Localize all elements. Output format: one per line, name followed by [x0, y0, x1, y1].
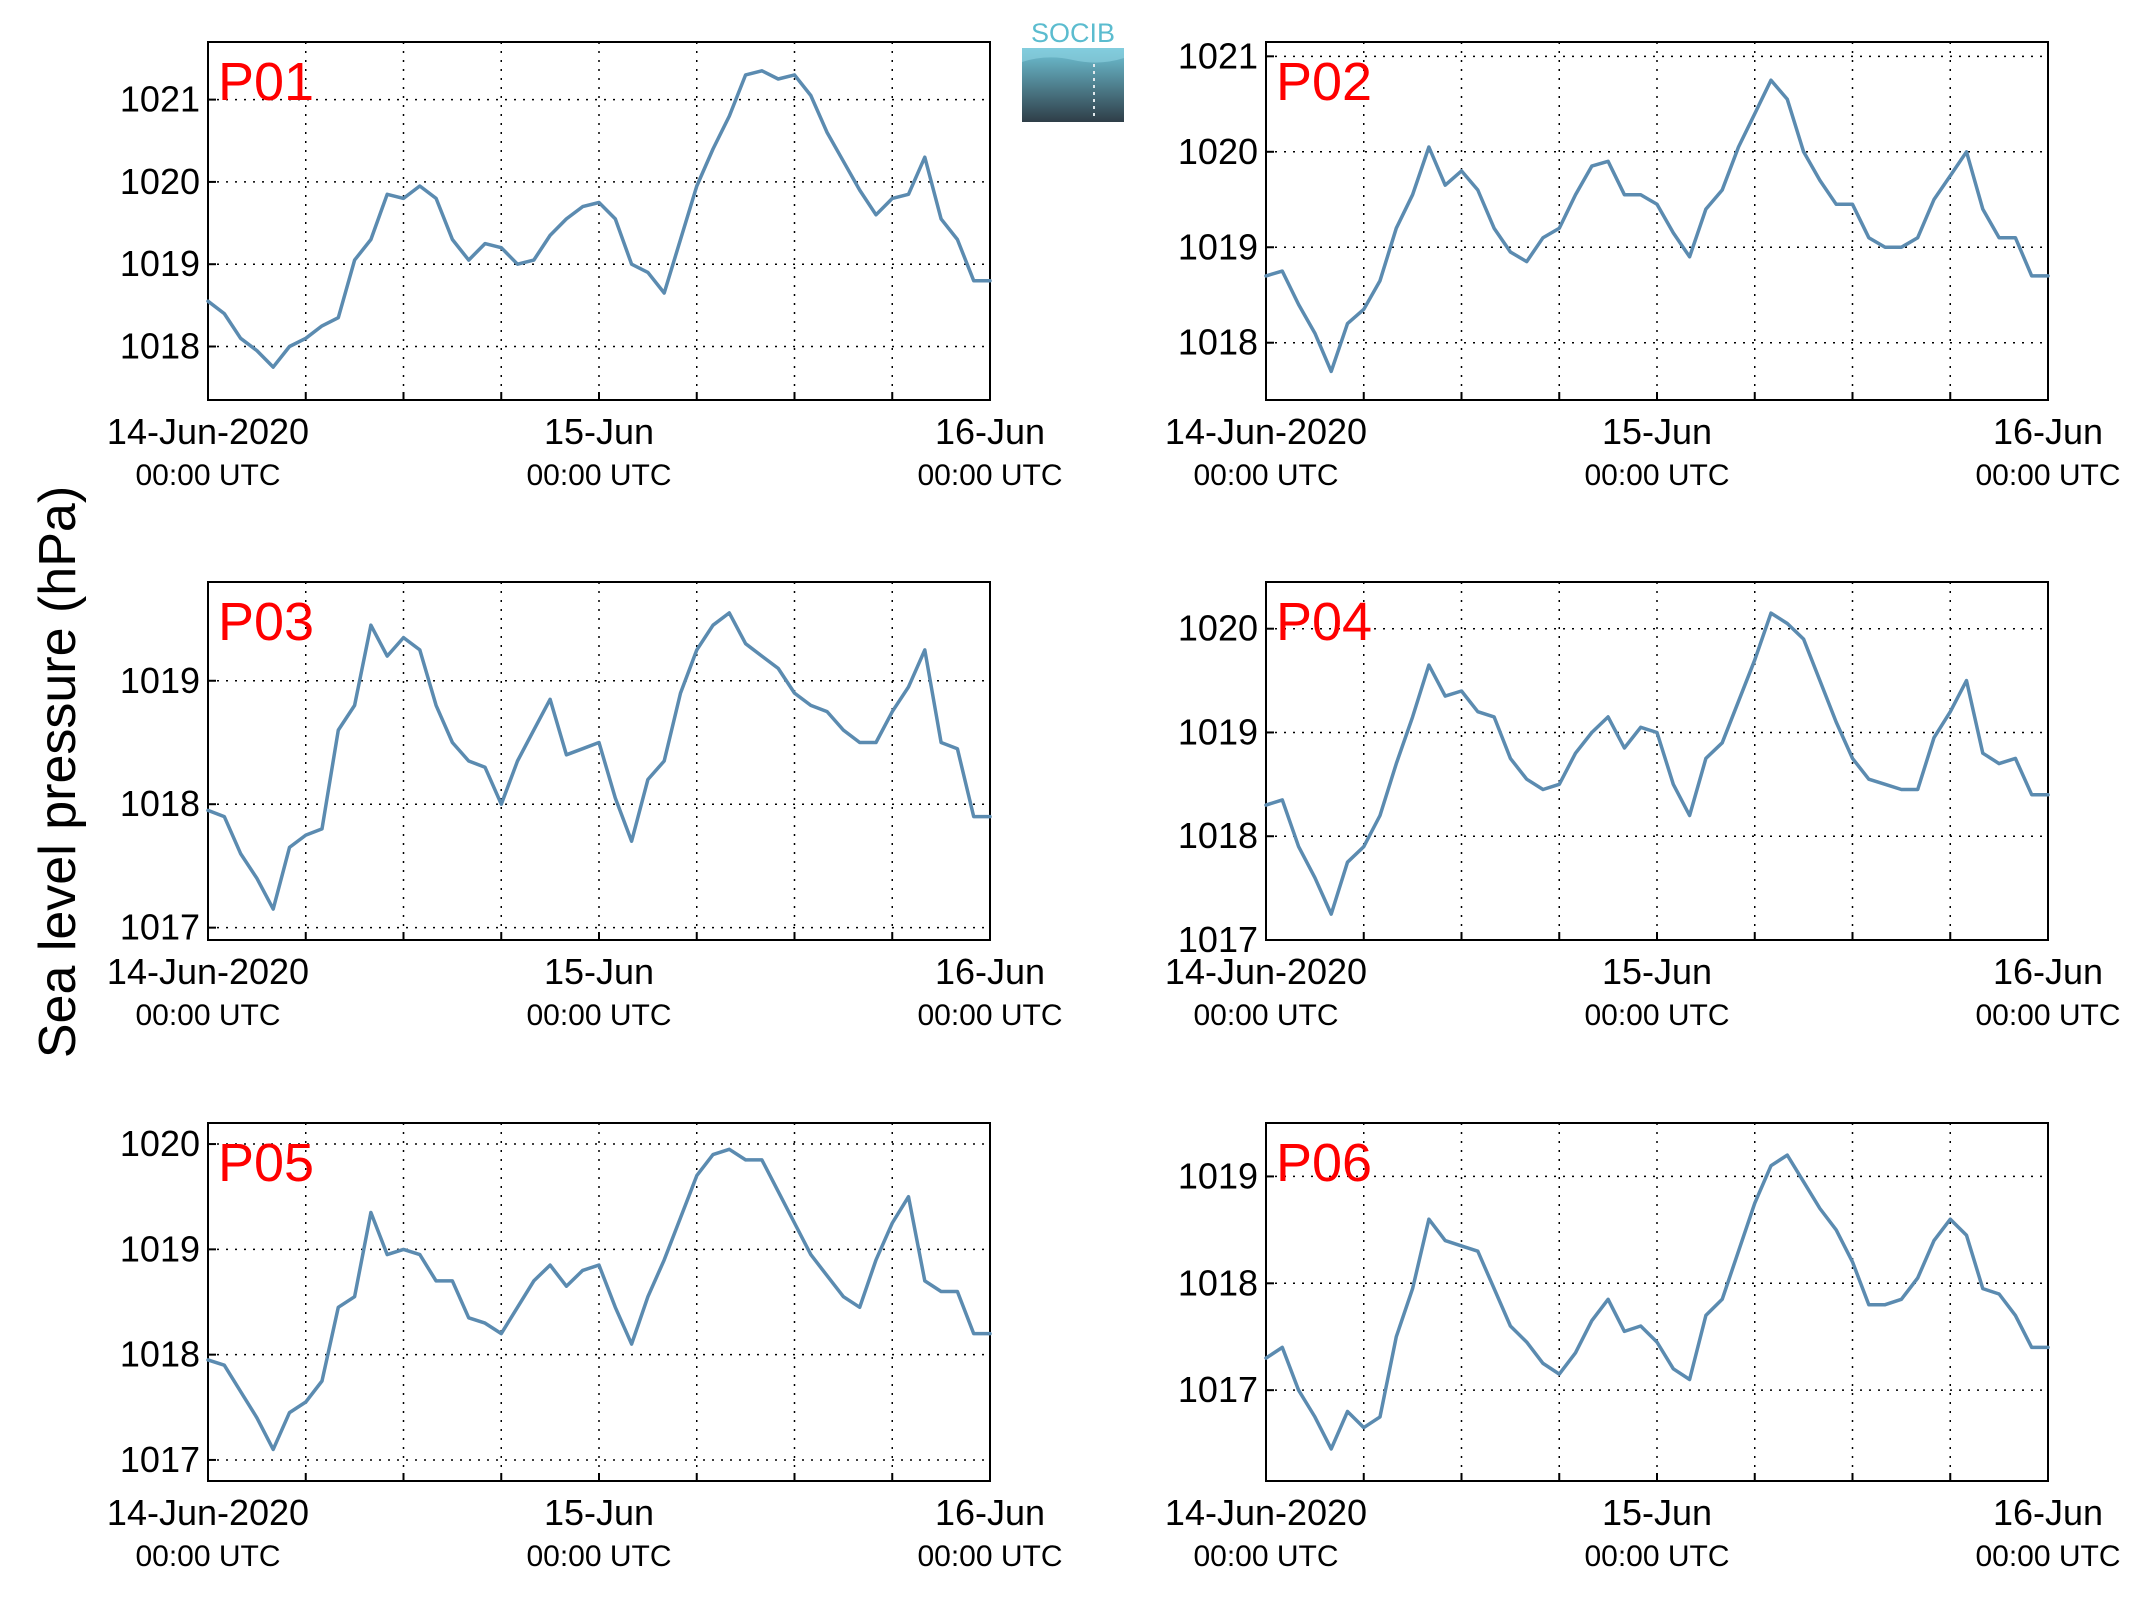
x-tick-label: 14-Jun-2020: [1165, 951, 1367, 992]
series-line-p01: [206, 69, 992, 369]
x-tick-sublabel: 00:00 UTC: [1584, 999, 1729, 1032]
y-tick-label: 1019: [120, 660, 200, 701]
x-tick-sublabel: 00:00 UTC: [1584, 1540, 1729, 1573]
y-tick-label: 1019: [1178, 711, 1258, 752]
x-tick-label: 15-Jun: [1602, 1492, 1712, 1533]
logo-text: SOCIB: [1031, 18, 1115, 48]
x-tick-sublabel: 00:00 UTC: [1975, 459, 2120, 492]
x-tick-label: 16-Jun: [935, 1492, 1045, 1533]
panel-label: P05: [218, 1133, 314, 1193]
y-tick-label: 1020: [1178, 131, 1258, 172]
y-tick-label: 1018: [1178, 322, 1258, 363]
y-tick-label: 1019: [120, 1228, 200, 1269]
y-tick-label: 1017: [120, 907, 200, 948]
x-tick-sublabel: 00:00 UTC: [526, 999, 671, 1032]
x-tick-sublabel: 00:00 UTC: [526, 1540, 671, 1573]
y-tick-label: 1018: [120, 1334, 200, 1375]
y-tick-label: 1021: [1178, 35, 1258, 76]
x-tick-label: 15-Jun: [1602, 411, 1712, 452]
x-tick-label: 16-Jun: [1993, 411, 2103, 452]
y-tick-label: 1017: [1178, 919, 1258, 960]
panel-label: P01: [218, 52, 314, 112]
y-tick-label: 1019: [120, 243, 200, 284]
series-line-p02: [1264, 78, 2050, 374]
x-tick-label: 14-Jun-2020: [107, 1492, 309, 1533]
x-tick-label: 16-Jun: [935, 411, 1045, 452]
y-tick-label: 1020: [120, 161, 200, 202]
series-line-p06: [1264, 1153, 2050, 1451]
series-line-p04: [1264, 611, 2050, 916]
x-tick-label: 16-Jun: [935, 951, 1045, 992]
socib-logo: SOCIB: [1022, 18, 1124, 122]
x-tick-sublabel: 00:00 UTC: [1193, 999, 1338, 1032]
x-tick-label: 15-Jun: [544, 411, 654, 452]
panel-label: P03: [218, 592, 314, 652]
x-tick-sublabel: 00:00 UTC: [917, 999, 1062, 1032]
x-tick-sublabel: 00:00 UTC: [135, 999, 280, 1032]
y-tick-label: 1018: [1178, 815, 1258, 856]
x-tick-label: 14-Jun-2020: [107, 951, 309, 992]
x-tick-label: 14-Jun-2020: [1165, 1492, 1367, 1533]
series-line-p05: [206, 1147, 992, 1452]
panel-label: P06: [1276, 1133, 1372, 1193]
x-tick-sublabel: 00:00 UTC: [1584, 459, 1729, 492]
x-tick-label: 15-Jun: [544, 951, 654, 992]
x-tick-label: 14-Jun-2020: [1165, 411, 1367, 452]
x-tick-label: 15-Jun: [544, 1492, 654, 1533]
series-line-p03: [206, 611, 992, 911]
x-tick-label: 15-Jun: [1602, 951, 1712, 992]
y-tick-label: 1020: [120, 1123, 200, 1164]
y-tick-label: 1017: [120, 1439, 200, 1480]
y-tick-label: 1021: [120, 79, 200, 120]
y-tick-label: 1018: [120, 326, 200, 367]
x-tick-sublabel: 00:00 UTC: [1193, 1540, 1338, 1573]
y-tick-label: 1019: [1178, 226, 1258, 267]
y-tick-label: 1020: [1178, 608, 1258, 649]
x-tick-sublabel: 00:00 UTC: [1975, 1540, 2120, 1573]
y-tick-label: 1018: [120, 783, 200, 824]
x-tick-label: 14-Jun-2020: [107, 411, 309, 452]
y-tick-label: 1019: [1178, 1155, 1258, 1196]
x-tick-sublabel: 00:00 UTC: [135, 459, 280, 492]
x-tick-sublabel: 00:00 UTC: [1193, 459, 1338, 492]
x-tick-label: 16-Jun: [1993, 951, 2103, 992]
panel-label: P04: [1276, 592, 1372, 652]
x-tick-sublabel: 00:00 UTC: [1975, 999, 2120, 1032]
y-tick-label: 1018: [1178, 1262, 1258, 1303]
x-tick-sublabel: 00:00 UTC: [917, 459, 1062, 492]
x-tick-sublabel: 00:00 UTC: [917, 1540, 1062, 1573]
x-tick-sublabel: 00:00 UTC: [135, 1540, 280, 1573]
y-tick-label: 1017: [1178, 1369, 1258, 1410]
x-tick-label: 16-Jun: [1993, 1492, 2103, 1533]
x-tick-sublabel: 00:00 UTC: [526, 459, 671, 492]
panel-label: P02: [1276, 52, 1372, 112]
